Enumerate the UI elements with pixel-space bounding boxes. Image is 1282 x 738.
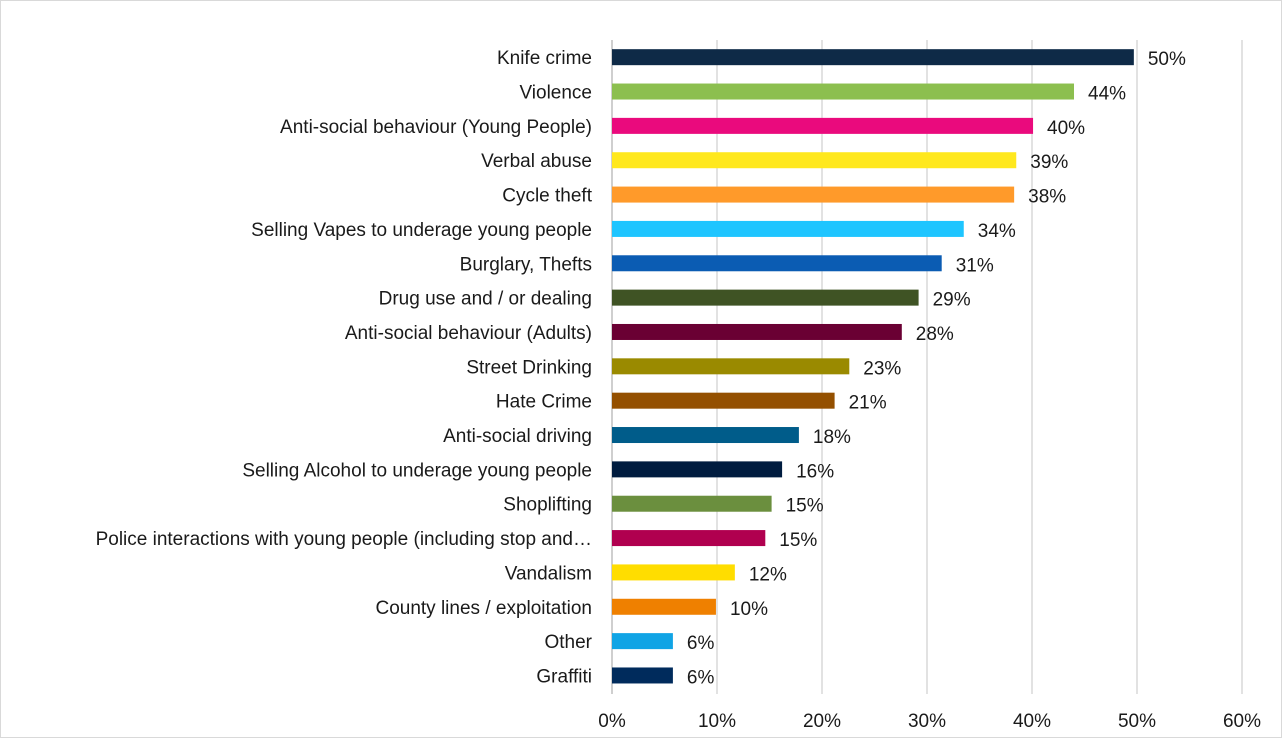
x-tick-label: 40% [1013, 711, 1051, 732]
data-label: 21% [849, 393, 887, 414]
category-label: Violence [519, 83, 592, 104]
bar [612, 289, 919, 306]
bar [612, 427, 799, 444]
bars [612, 49, 1134, 684]
category-labels: Knife crime Violence Anti-social behaviour… [96, 48, 593, 687]
category-label: Anti-social behaviour (Adults) [345, 323, 592, 344]
data-label: 15% [786, 496, 824, 517]
bar [612, 49, 1134, 66]
x-tick-label: 30% [908, 711, 946, 732]
category-label: Vandalism [505, 563, 592, 584]
category-label: Verbal abuse [481, 151, 592, 172]
category-label: Burglary, Thefts [460, 254, 592, 275]
data-label: 6% [687, 633, 715, 654]
bar [612, 152, 1017, 169]
bar [612, 358, 850, 375]
category-label: Selling Vapes to underage young people [251, 220, 592, 241]
x-tick-label: 0% [598, 711, 626, 732]
category-label: Graffiti [536, 666, 592, 687]
bar [612, 667, 673, 684]
data-label: 10% [730, 599, 768, 620]
category-label: County lines / exploitation [375, 598, 592, 619]
bar [612, 530, 766, 547]
x-tick-label: 50% [1118, 711, 1156, 732]
x-tick-label: 10% [698, 711, 736, 732]
data-label: 28% [916, 324, 954, 345]
category-label: Street Drinking [466, 357, 592, 378]
category-label: Shoplifting [503, 495, 592, 516]
category-label: Anti-social behaviour (Young People) [280, 117, 592, 138]
bar [612, 220, 964, 237]
data-label: 23% [863, 358, 901, 379]
category-label: Knife crime [497, 48, 592, 69]
bar [612, 83, 1074, 100]
bar [612, 323, 902, 340]
x-tick-label: 60% [1223, 711, 1261, 732]
category-label: Cycle theft [502, 186, 592, 207]
data-label: 34% [978, 221, 1016, 242]
bar [612, 186, 1015, 203]
data-label: 40% [1047, 118, 1085, 139]
x-axis: 0% 10% 20% 30% 40% 50% 60% [598, 711, 1261, 732]
category-label: Selling Alcohol to underage young people [242, 460, 592, 481]
data-label: 38% [1028, 187, 1066, 208]
data-label: 18% [813, 427, 851, 448]
data-label: 6% [687, 667, 715, 688]
category-label: Other [544, 632, 592, 653]
bar [612, 564, 735, 581]
data-label: 44% [1088, 84, 1126, 105]
data-label: 15% [779, 530, 817, 551]
x-tick-label: 20% [803, 711, 841, 732]
data-label: 39% [1030, 152, 1068, 173]
data-label: 29% [933, 290, 971, 311]
bar [612, 255, 942, 272]
category-label: Hate Crime [496, 392, 592, 413]
bar [612, 495, 772, 512]
category-label: Police interactions with young people (i… [96, 529, 592, 550]
data-labels: 50% 44%40% 39% 38% 34% 31% 29% 28% 23% 21% 18% 16% 1… [687, 49, 1186, 688]
data-label: 16% [796, 461, 834, 482]
bar [612, 633, 673, 650]
category-label: Drug use and / or dealing [379, 289, 592, 310]
data-label: 31% [956, 255, 994, 276]
data-label: 50% [1148, 49, 1186, 70]
bar [612, 598, 716, 615]
data-label: 12% [749, 564, 787, 585]
category-label: Anti-social driving [443, 426, 592, 447]
bar [612, 392, 835, 409]
bar [612, 461, 783, 478]
bar [612, 117, 1034, 134]
